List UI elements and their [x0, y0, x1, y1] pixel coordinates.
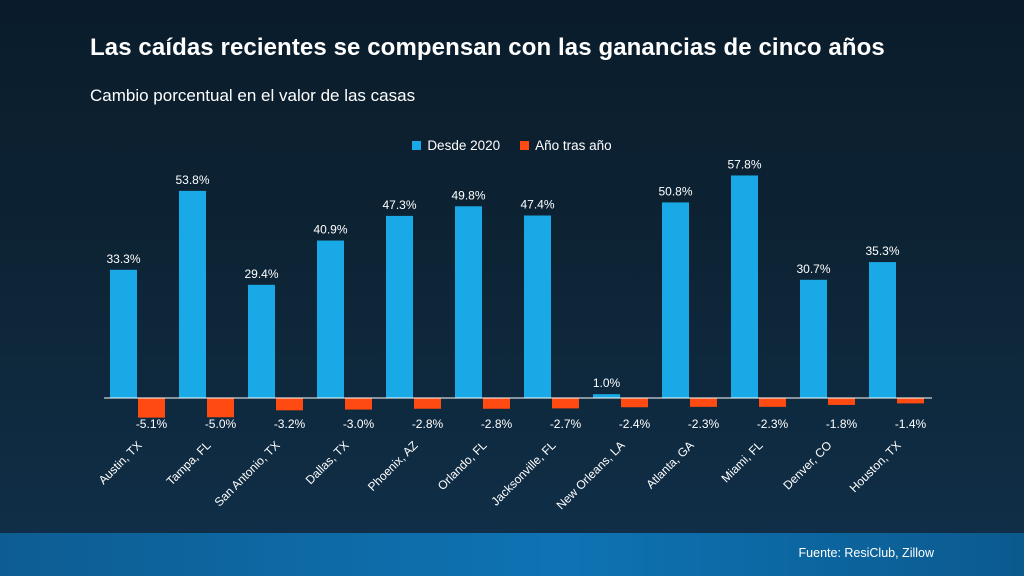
data-label-ano-tras-ano-dallas-tx: -3.0%	[343, 417, 375, 431]
bar-ano-tras-ano-houston-tx	[897, 398, 924, 404]
bar-desde-2020-san-antonio-tx	[248, 284, 275, 398]
bar-ano-tras-ano-atlanta-ga	[690, 398, 717, 407]
data-label-desde-2020-orlando-fl: 49.8%	[451, 188, 485, 202]
legend-swatch-ano-tras-ano	[520, 141, 530, 150]
legend-label-desde-2020: Desde 2020	[427, 138, 501, 153]
bar-desde-2020-tampa-fl	[179, 190, 206, 398]
legend-label-ano-tras-ano: Año tras año	[535, 138, 612, 153]
bar-desde-2020-jacksonville-fl	[524, 215, 551, 398]
source-note: Fuente: ResiClub, Zillow	[798, 546, 934, 560]
data-label-ano-tras-ano-jacksonville-fl: -2.7%	[550, 417, 582, 431]
x-tick-label-austin-tx: Austin, TX	[96, 438, 145, 487]
legend-item-ano-tras-ano: Año tras año	[520, 138, 612, 153]
bar-desde-2020-austin-tx	[110, 269, 137, 398]
bar-ano-tras-ano-phoenix-az	[414, 398, 441, 409]
data-label-desde-2020-san-antonio-tx: 29.4%	[244, 267, 278, 281]
bar-ano-tras-ano-jacksonville-fl	[552, 398, 579, 409]
bar-desde-2020-orlando-fl	[455, 206, 482, 398]
x-tick-label-atlanta-ga: Atlanta, GA	[643, 438, 696, 491]
data-label-desde-2020-dallas-tx: 40.9%	[313, 223, 347, 237]
data-label-desde-2020-tampa-fl: 53.8%	[175, 173, 209, 187]
data-label-desde-2020-miami-fl: 57.8%	[727, 157, 761, 171]
chart-subtitle: Cambio porcentual en el valor de las cas…	[90, 86, 416, 105]
x-tick-label-dallas-tx: Dallas, TX	[303, 438, 352, 487]
bar-desde-2020-miami-fl	[731, 175, 758, 398]
legend-swatch-desde-2020	[412, 141, 422, 150]
bar-desde-2020-atlanta-ga	[662, 202, 689, 398]
x-tick-label-jacksonville-fl: Jacksonville, FL	[488, 438, 558, 508]
bar-ano-tras-ano-austin-tx	[138, 398, 165, 418]
data-label-ano-tras-ano-atlanta-ga: -2.3%	[688, 417, 720, 431]
bar-desde-2020-dallas-tx	[317, 240, 344, 398]
bar-ano-tras-ano-dallas-tx	[345, 398, 372, 410]
data-label-desde-2020-atlanta-ga: 50.8%	[658, 184, 692, 198]
data-label-desde-2020-denver-co: 30.7%	[796, 262, 830, 276]
x-tick-label-houston-tx: Houston, TX	[847, 438, 904, 495]
x-tick-label-new-orleans-la: New Orleans, LA	[554, 438, 628, 512]
bar-ano-tras-ano-new-orleans-la	[621, 398, 648, 408]
bar-desde-2020-houston-tx	[869, 262, 896, 398]
bar-ano-tras-ano-tampa-fl	[207, 398, 234, 418]
x-tick-label-phoenix-az: Phoenix, AZ	[365, 438, 421, 494]
data-label-ano-tras-ano-new-orleans-la: -2.4%	[619, 417, 651, 431]
data-label-desde-2020-new-orleans-la: 1.0%	[593, 376, 621, 390]
data-label-desde-2020-austin-tx: 33.3%	[106, 252, 140, 266]
x-tick-label-san-antonio-tx: San Antonio, TX	[212, 438, 283, 509]
x-tick-label-miami-fl: Miami, FL	[718, 438, 765, 485]
chart-title: Las caídas recientes se compensan con la…	[90, 34, 885, 61]
data-label-desde-2020-phoenix-az: 47.3%	[382, 198, 416, 212]
x-tick-label-orlando-fl: Orlando, FL	[435, 438, 490, 493]
data-label-ano-tras-ano-miami-fl: -2.3%	[757, 417, 789, 431]
bar-desde-2020-phoenix-az	[386, 215, 413, 398]
data-label-ano-tras-ano-denver-co: -1.8%	[826, 417, 858, 431]
data-label-desde-2020-houston-tx: 35.3%	[865, 244, 899, 258]
x-tick-label-tampa-fl: Tampa, FL	[164, 438, 214, 488]
data-label-ano-tras-ano-phoenix-az: -2.8%	[412, 417, 444, 431]
bar-desde-2020-new-orleans-la	[593, 394, 620, 398]
data-label-ano-tras-ano-orlando-fl: -2.8%	[481, 417, 513, 431]
bar-ano-tras-ano-san-antonio-tx	[276, 398, 303, 411]
bar-desde-2020-denver-co	[800, 279, 827, 398]
bar-ano-tras-ano-denver-co	[828, 398, 855, 405]
data-label-ano-tras-ano-austin-tx: -5.1%	[136, 417, 168, 431]
data-label-ano-tras-ano-san-antonio-tx: -3.2%	[274, 417, 306, 431]
bar-ano-tras-ano-miami-fl	[759, 398, 786, 407]
legend: Desde 2020 Año tras año	[0, 138, 1024, 153]
x-tick-label-denver-co: Denver, CO	[780, 438, 834, 492]
footer-band: Fuente: ResiClub, Zillow	[0, 533, 1024, 576]
legend-item-desde-2020: Desde 2020	[412, 138, 500, 153]
data-label-ano-tras-ano-tampa-fl: -5.0%	[205, 417, 237, 431]
data-label-desde-2020-jacksonville-fl: 47.4%	[520, 198, 554, 212]
data-label-ano-tras-ano-houston-tx: -1.4%	[895, 417, 927, 431]
bar-ano-tras-ano-orlando-fl	[483, 398, 510, 409]
